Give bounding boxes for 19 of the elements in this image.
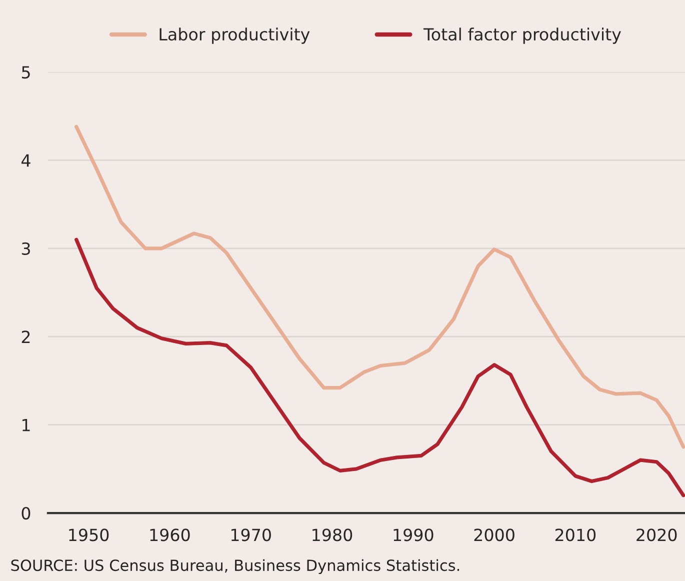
y-tick-label: 0 xyxy=(22,506,30,520)
y-tick-label: 4 xyxy=(21,154,30,167)
x-tick-label: 1950 xyxy=(69,528,109,542)
y-tick-label: 2 xyxy=(22,330,30,343)
source-note: SOURCE: US Census Bureau, Business Dynamics Statistics. xyxy=(11,559,460,574)
y-tick-label: 5 xyxy=(22,66,30,79)
y-tick-label: 3 xyxy=(22,242,30,256)
legend-label: Labor productivity xyxy=(160,28,310,44)
x-tick-label: 2000 xyxy=(474,528,514,542)
x-tick-label: 1990 xyxy=(394,528,434,542)
line-series xyxy=(74,238,685,498)
x-tick-label: 2020 xyxy=(636,528,677,542)
legend-label: Total factor productivity xyxy=(423,28,621,44)
x-tick-label: 2010 xyxy=(555,528,596,542)
line-series xyxy=(74,124,685,449)
x-tick-label: 1970 xyxy=(231,528,271,542)
y-tick-label: 1 xyxy=(22,419,30,432)
x-tick-label: 1960 xyxy=(150,528,190,542)
x-tick-label: 1980 xyxy=(312,528,352,542)
